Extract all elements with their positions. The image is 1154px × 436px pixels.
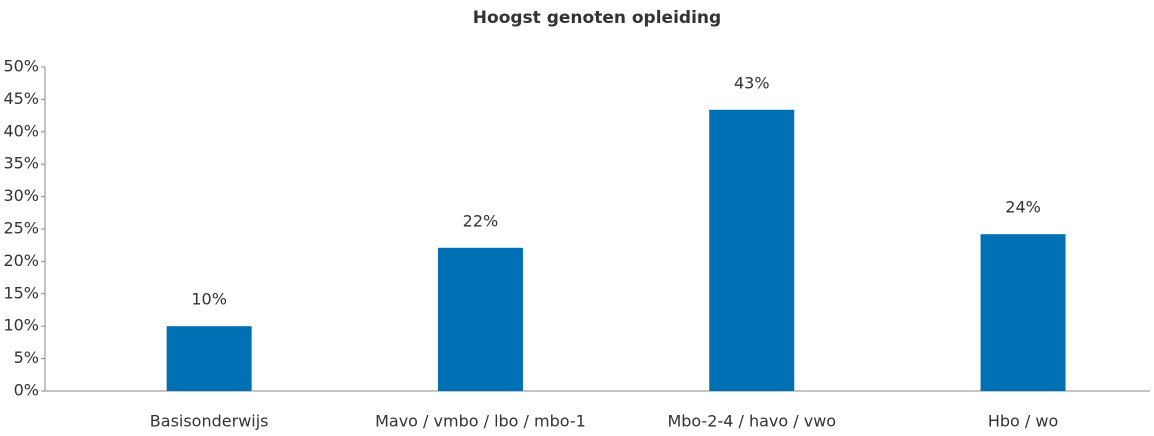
y-tick-label: 20% [3, 251, 39, 270]
x-tick-label: Mavo / vmbo / lbo / mbo-1 [375, 412, 586, 431]
y-tick-label: 5% [14, 348, 39, 367]
y-tick-label: 10% [3, 316, 39, 335]
y-tick-label: 45% [3, 89, 39, 108]
bar [437, 247, 523, 391]
bar [980, 234, 1066, 391]
x-tick-label: Hbo / wo [988, 412, 1058, 431]
y-tick-label: 30% [3, 186, 39, 205]
data-label: 43% [734, 73, 770, 92]
y-tick-label: 15% [3, 283, 39, 302]
y-tick-label: 35% [3, 154, 39, 173]
x-tick-label: Basisonderwijs [150, 412, 269, 431]
chart-title: Hoogst genoten opleiding [473, 8, 721, 28]
y-tick-label: 40% [3, 121, 39, 140]
y-tick-label: 50% [3, 57, 39, 76]
y-tick-label: 25% [3, 219, 39, 238]
data-label: 24% [1005, 198, 1041, 217]
x-tick-label: Mbo-2-4 / havo / vwo [667, 412, 836, 431]
data-label: 22% [463, 211, 499, 230]
y-tick-label: 0% [14, 381, 39, 400]
bar [166, 326, 252, 391]
bar [709, 109, 795, 391]
data-label: 10% [191, 290, 227, 309]
